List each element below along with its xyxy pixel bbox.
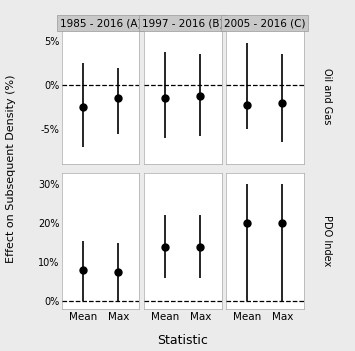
- Title: 1997 - 2016 (B): 1997 - 2016 (B): [142, 18, 224, 28]
- Title: 2005 - 2016 (C): 2005 - 2016 (C): [224, 18, 306, 28]
- Text: Oil and Gas: Oil and Gas: [322, 68, 333, 124]
- Text: Statistic: Statistic: [157, 335, 208, 347]
- Text: PDO Index: PDO Index: [322, 215, 333, 266]
- Title: 1985 - 2016 (A): 1985 - 2016 (A): [60, 18, 142, 28]
- Text: Effect on Subsequent Density (%): Effect on Subsequent Density (%): [6, 74, 16, 263]
